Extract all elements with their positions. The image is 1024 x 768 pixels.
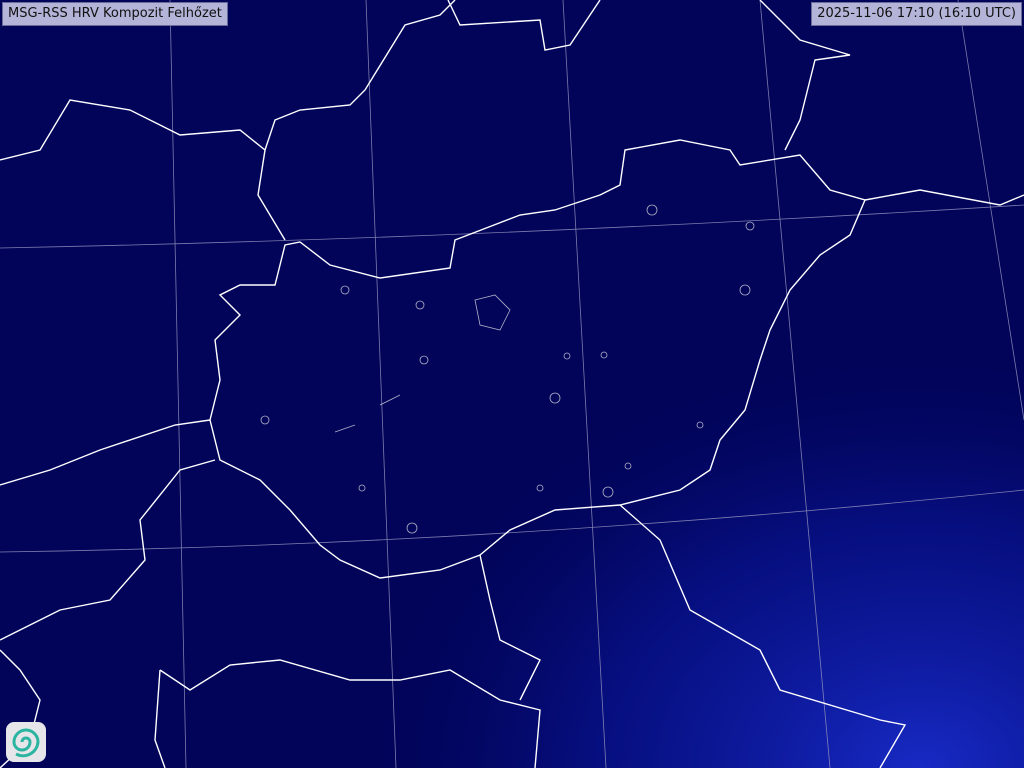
lakes-rivers: [260, 204, 755, 534]
swirl-logo-icon: [6, 722, 46, 762]
hungary-border: [209, 139, 866, 579]
timestamp-label: 2025-11-06 17:10 (16:10 UTC): [811, 2, 1022, 26]
product-title: MSG-RSS HRV Kompozit Felhőzet: [2, 2, 228, 26]
